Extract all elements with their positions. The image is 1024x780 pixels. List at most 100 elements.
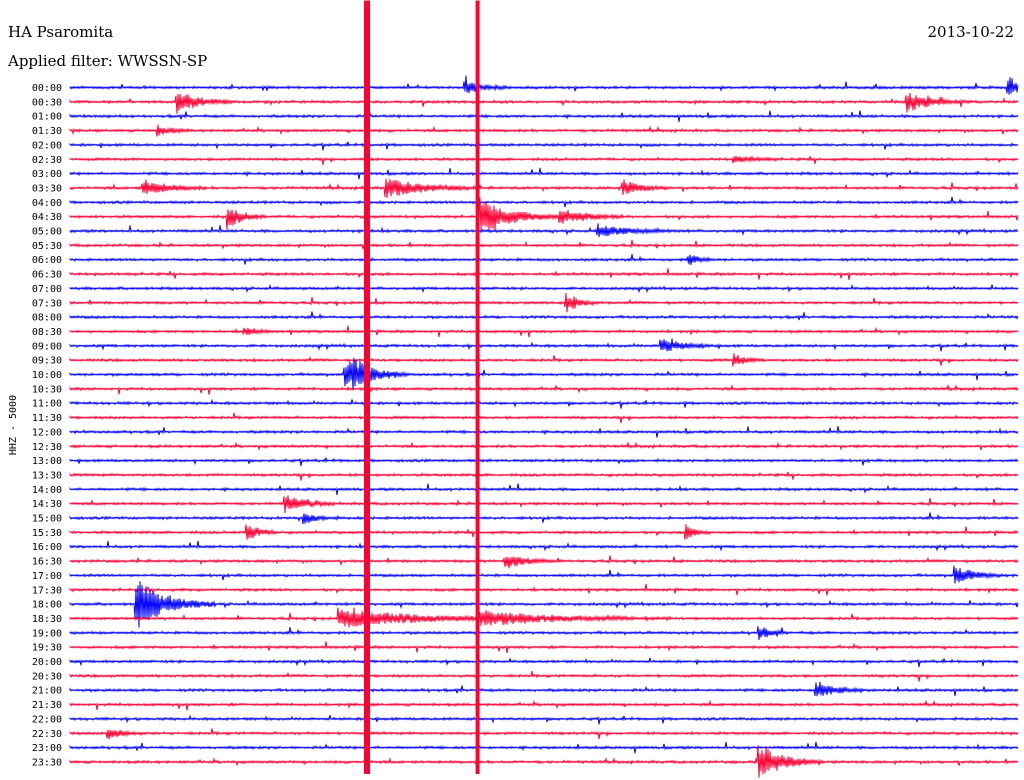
trace-row [69, 495, 1019, 514]
filter-label: Applied filter: WWSSN-SP [7, 52, 207, 70]
time-label: 20:30 [32, 671, 62, 682]
time-label: 11:00 [32, 399, 62, 410]
time-label: 04:00 [32, 198, 62, 209]
time-label: 07:00 [32, 284, 62, 295]
time-label: 20:00 [32, 657, 62, 668]
trace-row [69, 155, 1019, 165]
time-label: 01:30 [32, 126, 62, 137]
time-label: 08:00 [32, 313, 62, 324]
seismic-traces [69, 75, 1019, 778]
time-label: 02:30 [32, 155, 62, 166]
time-label: 00:30 [32, 97, 62, 108]
trace-row [69, 353, 1019, 367]
trace-row [69, 75, 1019, 95]
trace-row [69, 471, 1019, 481]
channel-label: HHZ - 5000 [8, 395, 19, 455]
trace-row [69, 714, 1019, 725]
time-label: 06:00 [32, 255, 62, 266]
trace-row [69, 745, 1019, 778]
trace-row [69, 110, 1019, 122]
time-label: 18:00 [32, 600, 62, 611]
trace-row [69, 524, 1019, 540]
time-label: 21:00 [32, 686, 62, 697]
trace-row [69, 426, 1019, 438]
time-label: 13:00 [32, 456, 62, 467]
trace-row [69, 583, 1019, 596]
trace-row [69, 383, 1019, 395]
trace-row [69, 197, 1019, 231]
record-date: 2013-10-22 [928, 23, 1014, 41]
time-label: 01:00 [32, 112, 62, 123]
trace-row [69, 671, 1019, 682]
time-label: 07:30 [32, 298, 62, 309]
spike-1 [364, 0, 370, 774]
trace-row [69, 699, 1019, 711]
time-label: 22:00 [32, 714, 62, 725]
time-label: 16:30 [32, 557, 62, 568]
trace-row [69, 741, 1019, 754]
time-label: 08:30 [32, 327, 62, 338]
trace-row [69, 254, 1019, 265]
time-label: 10:00 [32, 370, 62, 381]
time-label: 17:30 [32, 585, 62, 596]
time-label: 06:30 [32, 270, 62, 281]
time-label: 10:30 [32, 384, 62, 395]
time-label: 17:00 [32, 571, 62, 582]
time-label: 13:30 [32, 470, 62, 481]
trace-row [69, 681, 1019, 697]
time-label: 15:30 [32, 528, 62, 539]
time-label: 12:30 [32, 442, 62, 453]
trace-row [69, 196, 1019, 208]
time-label: 23:30 [32, 757, 62, 768]
trace-row [69, 292, 1019, 313]
time-label: 04:30 [32, 212, 62, 223]
trace-row [69, 338, 1019, 352]
trace-row [69, 540, 1019, 552]
time-label: 03:00 [32, 169, 62, 180]
trace-row [69, 178, 1019, 199]
trace-row [69, 607, 1019, 628]
trace-row [69, 657, 1019, 668]
trace-row [69, 283, 1019, 294]
trace-row [69, 441, 1019, 451]
time-label: 15:00 [32, 514, 62, 525]
spike-2 [475, 0, 480, 774]
time-label: 05:00 [32, 227, 62, 238]
trace-row [69, 268, 1019, 280]
trace-row [69, 412, 1019, 424]
trace-row [69, 565, 1019, 584]
time-label: 03:30 [32, 183, 62, 194]
trace-row [69, 626, 1019, 640]
time-label: 11:30 [32, 413, 62, 424]
time-labels: 00:00 00:30 01:00 01:30 02:00 02:30 03:00 03:30… [32, 83, 62, 768]
trace-row [69, 581, 1019, 628]
time-label: 21:30 [32, 700, 62, 711]
station-title: HA Psaromita [8, 23, 113, 41]
time-label: 09:00 [32, 341, 62, 352]
trace-row [69, 92, 1019, 114]
time-label: 19:00 [32, 628, 62, 639]
trace-row [69, 357, 1019, 391]
time-label: 18:30 [32, 614, 62, 625]
trace-row [69, 555, 1019, 569]
time-label: 02:00 [32, 140, 62, 151]
trace-row [69, 398, 1019, 409]
trace-row [69, 325, 1019, 338]
trace-row [69, 483, 1019, 496]
time-label: 09:30 [32, 356, 62, 367]
trace-row [69, 167, 1019, 180]
time-label: 05:30 [32, 241, 62, 252]
trace-row [69, 311, 1019, 321]
time-label: 14:30 [32, 499, 62, 510]
time-label: 14:00 [32, 485, 62, 496]
trace-row [69, 223, 1019, 238]
trace-row [69, 512, 1019, 525]
time-label: 00:00 [32, 83, 62, 94]
trace-row [69, 457, 1019, 467]
teleseismic-spikes [364, 0, 480, 774]
time-label: 22:30 [32, 729, 62, 740]
trace-row [69, 141, 1019, 151]
trace-row [69, 728, 1019, 740]
time-label: 16:00 [32, 542, 62, 553]
